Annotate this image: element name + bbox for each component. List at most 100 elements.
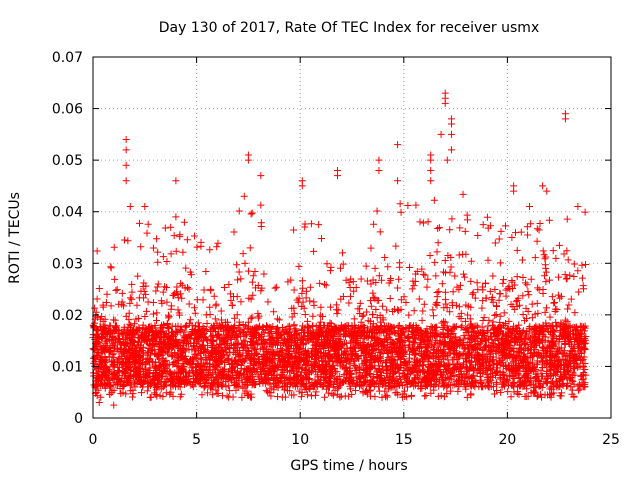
data-point <box>430 196 438 204</box>
data-point <box>180 218 188 226</box>
data-point <box>404 343 412 351</box>
data-point <box>487 364 495 372</box>
data-point <box>367 302 375 310</box>
data-point <box>450 373 458 381</box>
data-point <box>455 376 463 384</box>
data-point <box>280 357 288 365</box>
data-point <box>191 232 199 240</box>
data-point <box>152 328 160 336</box>
data-point <box>240 332 248 340</box>
data-point <box>553 358 561 366</box>
data-point <box>467 342 475 350</box>
data-point <box>351 333 359 341</box>
data-point <box>245 294 253 302</box>
data-point <box>557 392 565 400</box>
data-point <box>531 254 539 262</box>
data-point <box>542 268 550 276</box>
data-point <box>159 354 167 362</box>
data-point <box>513 246 521 254</box>
data-point <box>402 324 410 332</box>
data-point <box>196 367 204 375</box>
data-point <box>433 288 441 296</box>
data-point <box>308 378 316 386</box>
data-point <box>194 319 202 327</box>
data-point <box>424 353 432 361</box>
data-point <box>149 369 157 377</box>
data-point <box>491 239 499 247</box>
data-point <box>262 322 270 330</box>
data-point <box>556 333 564 341</box>
data-point <box>539 285 547 293</box>
data-point <box>154 352 162 360</box>
data-point <box>156 392 164 400</box>
data-point <box>141 312 149 320</box>
data-point <box>247 355 255 363</box>
data-point <box>509 284 517 292</box>
data-point <box>302 383 310 391</box>
data-point <box>371 329 379 337</box>
data-point <box>372 305 380 313</box>
data-point <box>359 321 367 329</box>
data-point <box>396 259 404 267</box>
data-point <box>571 344 579 352</box>
data-point <box>208 382 216 390</box>
data-point <box>581 208 589 216</box>
data-point <box>194 359 202 367</box>
data-point <box>312 388 320 396</box>
data-point <box>329 361 337 369</box>
data-point <box>565 301 573 309</box>
data-point <box>335 326 343 334</box>
data-point <box>363 277 371 285</box>
data-point <box>212 302 220 310</box>
data-point <box>135 219 143 227</box>
data-point <box>421 352 429 360</box>
data-point <box>580 327 588 335</box>
data-point <box>373 207 381 215</box>
data-point <box>211 346 219 354</box>
data-point <box>557 360 565 368</box>
data-point <box>203 356 211 364</box>
data-point <box>233 339 241 347</box>
data-point <box>268 352 276 360</box>
data-point <box>218 392 226 400</box>
data-point <box>499 276 507 284</box>
data-point <box>291 327 299 335</box>
data-point <box>419 219 427 227</box>
data-point <box>311 391 319 399</box>
data-point <box>524 374 532 382</box>
data-point <box>143 307 151 315</box>
data-point <box>139 350 147 358</box>
data-point <box>361 372 369 380</box>
data-point <box>207 349 215 357</box>
data-point <box>384 263 392 271</box>
data-point <box>540 251 548 259</box>
data-point <box>142 282 150 290</box>
data-point <box>161 224 169 232</box>
data-point <box>99 301 107 309</box>
data-point <box>350 343 358 351</box>
data-point <box>533 225 541 233</box>
data-point <box>177 290 185 298</box>
data-point <box>507 393 515 401</box>
data-point <box>376 311 384 319</box>
data-point <box>476 372 484 380</box>
data-point <box>369 379 377 387</box>
data-point <box>243 342 251 350</box>
data-point <box>397 362 405 370</box>
data-point <box>257 201 265 209</box>
data-point <box>482 294 490 302</box>
data-point <box>337 392 345 400</box>
data-point <box>557 344 565 352</box>
data-point <box>326 372 334 380</box>
data-point <box>546 313 554 321</box>
data-point <box>120 358 128 366</box>
data-point <box>293 364 301 372</box>
data-point <box>159 288 167 296</box>
data-point <box>207 287 215 295</box>
data-point <box>233 343 241 351</box>
data-point <box>571 325 579 333</box>
data-point <box>481 280 489 288</box>
data-point <box>297 336 305 344</box>
data-point <box>181 337 189 345</box>
data-point <box>376 374 384 382</box>
